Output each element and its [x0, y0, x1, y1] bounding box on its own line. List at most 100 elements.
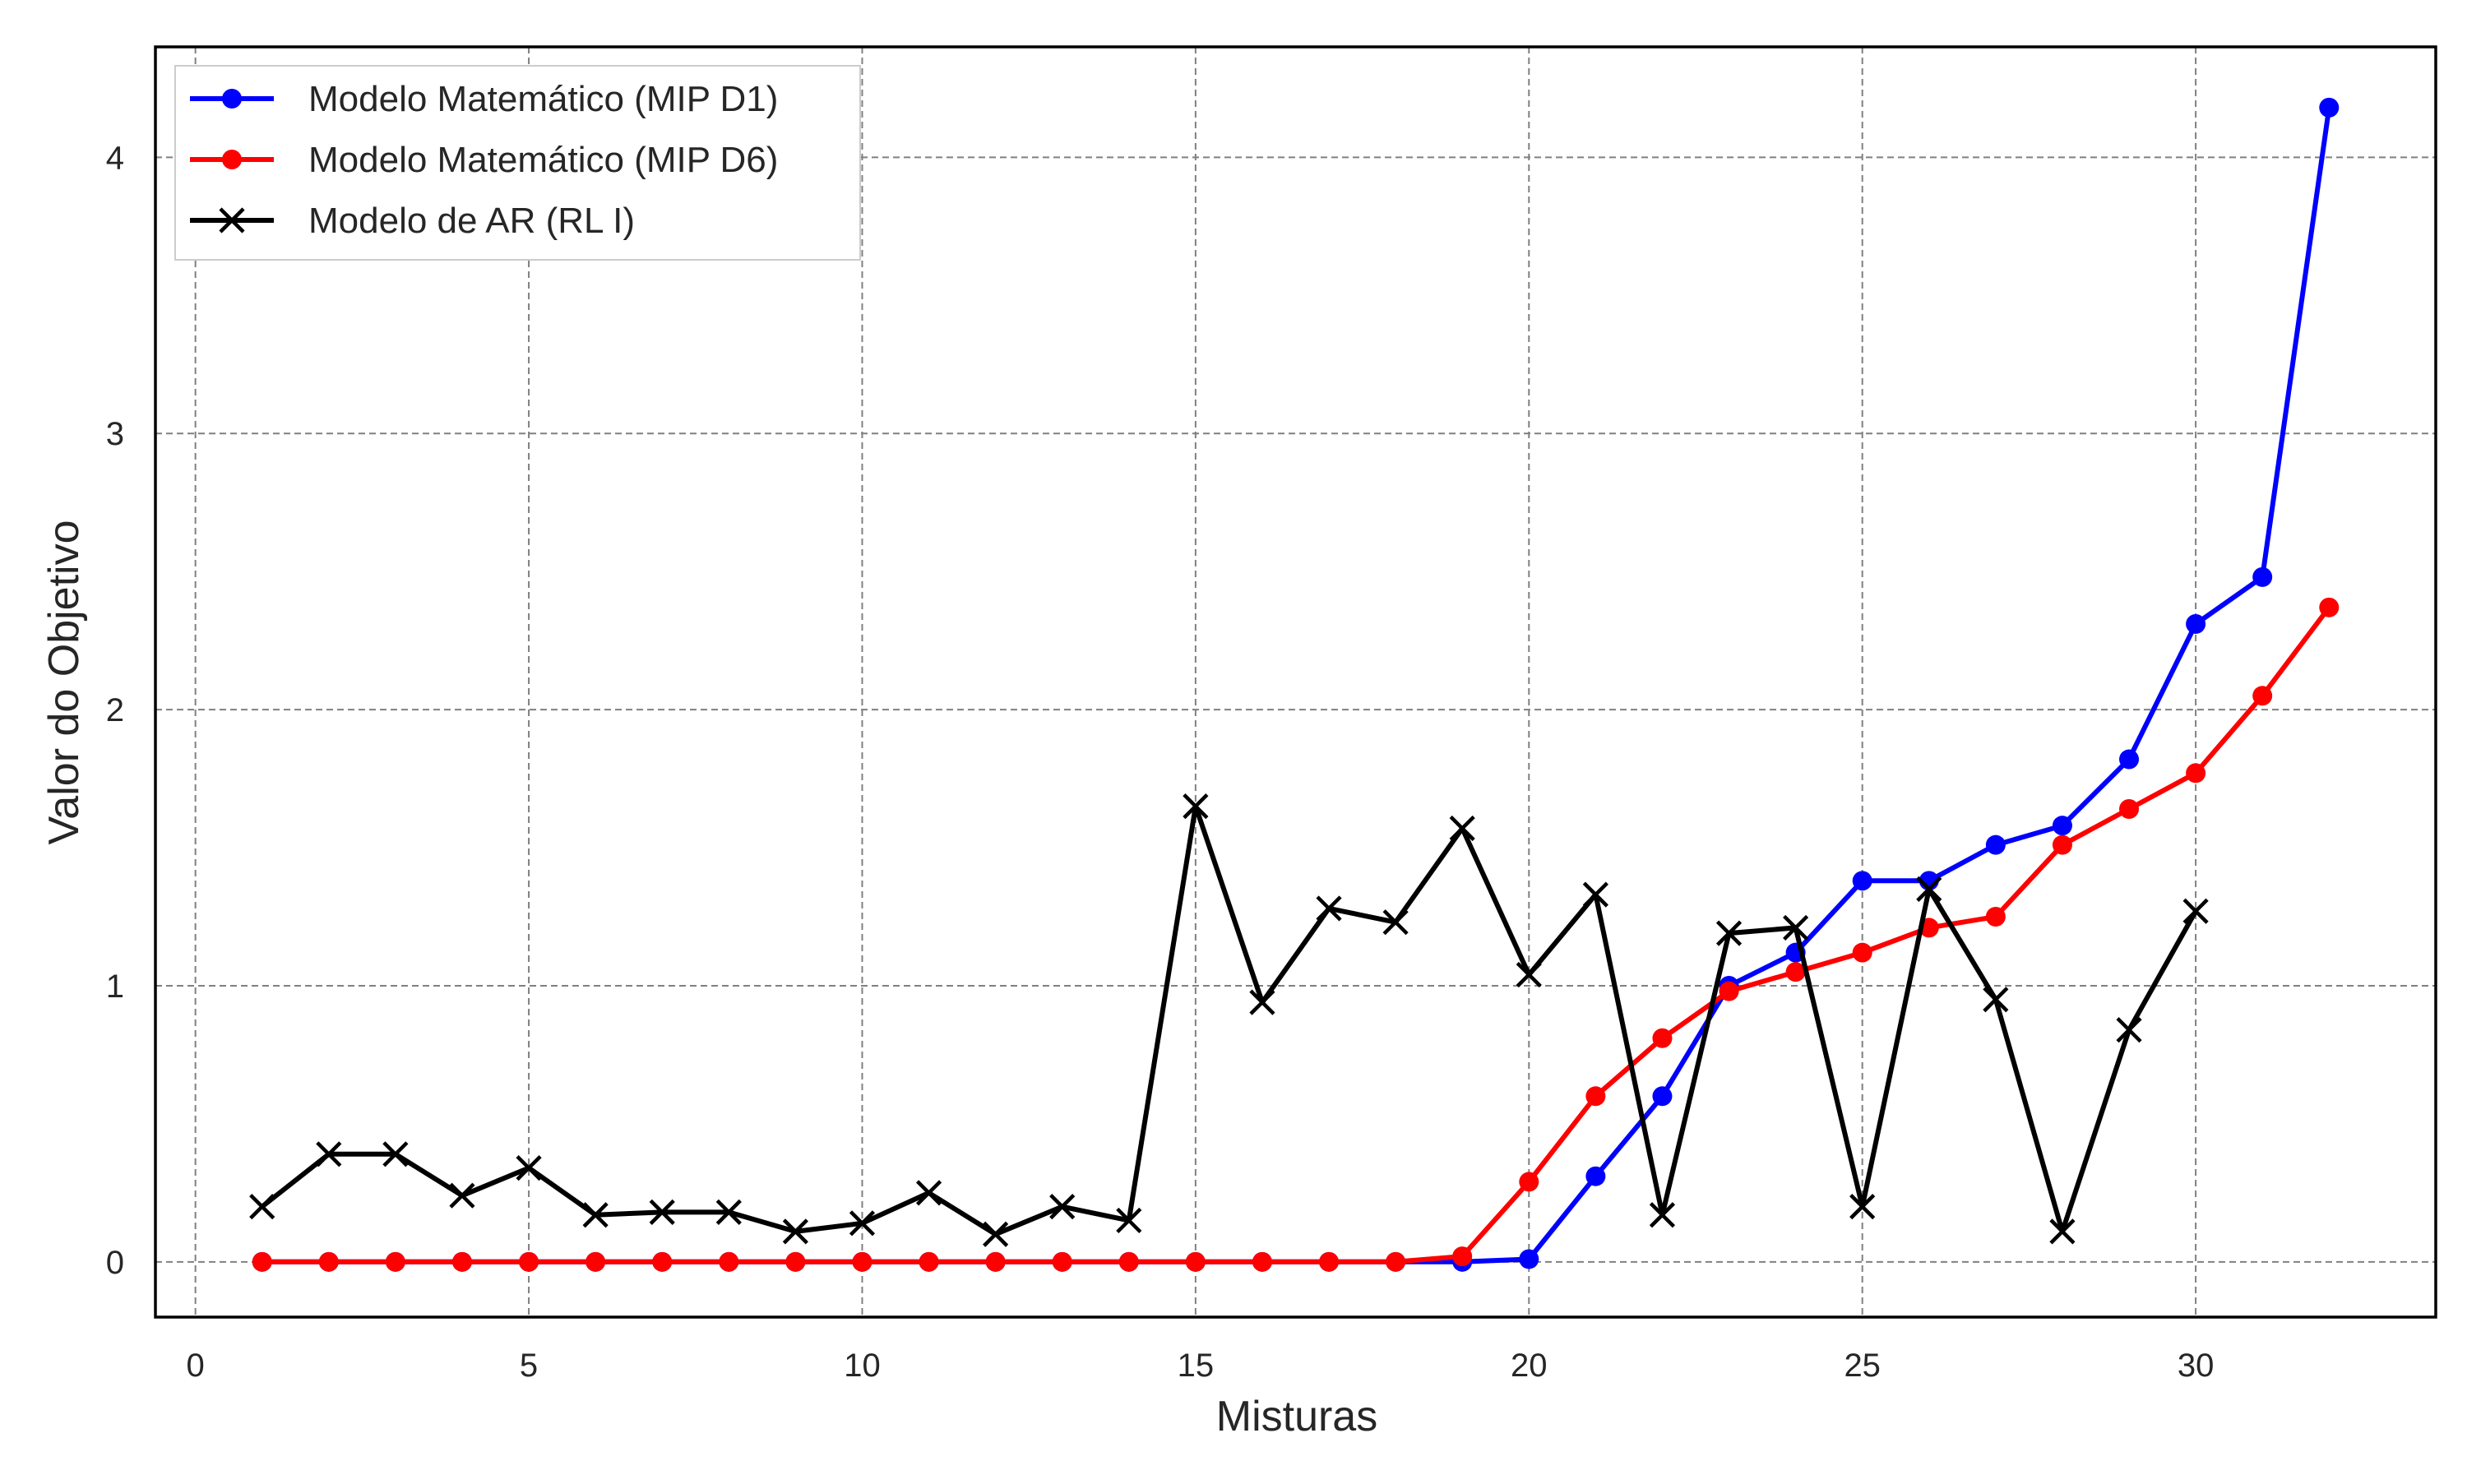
data-point-x-marker [915, 1180, 942, 1206]
data-point-x-marker [1049, 1194, 1076, 1220]
data-point-x-marker [1582, 881, 1608, 908]
data-point-x-marker [1983, 987, 2009, 1013]
data-point [1452, 1246, 1473, 1267]
data-point-x-marker [1916, 876, 1942, 902]
data-point [1185, 1251, 1206, 1272]
legend-label: Modelo Matemático (MIP D6) [308, 140, 778, 180]
data-point-x-marker [1183, 793, 1209, 820]
data-point [1252, 1251, 1272, 1272]
data-point [318, 1251, 339, 1272]
data-point-x-marker [1316, 895, 1342, 922]
data-point-x-marker [1783, 914, 1809, 941]
data-point [451, 1251, 472, 1272]
data-point-x-marker [2182, 898, 2209, 924]
legend: Modelo Matemático (MIP D1) Modelo Matemát… [174, 65, 861, 261]
x-tick-label: 15 [1178, 1348, 1215, 1384]
data-point [652, 1251, 673, 1272]
legend-label: Modelo de AR (RL I) [308, 201, 635, 241]
data-point-x-marker [983, 1221, 1009, 1247]
y-tick-label: 3 [106, 416, 124, 452]
data-point [385, 1251, 405, 1272]
data-point [222, 89, 242, 109]
x-tick-label: 20 [1511, 1348, 1548, 1384]
data-point [1386, 1251, 1406, 1272]
data-point [2252, 686, 2273, 706]
data-point-x-marker [1449, 815, 1475, 842]
data-point [1519, 1172, 1539, 1192]
data-point-x-marker [316, 1141, 342, 1167]
data-point [1785, 962, 1806, 982]
data-point [1319, 1251, 1340, 1272]
series-layer [249, 97, 2340, 1272]
data-point [519, 1251, 539, 1272]
data-point [1052, 1251, 1072, 1272]
x-tick-label: 30 [2178, 1348, 2215, 1384]
data-point [2052, 834, 2072, 855]
data-point [785, 1251, 806, 1272]
data-point-x-marker [219, 207, 245, 233]
data-point [2186, 613, 2206, 634]
y-tick-label: 2 [106, 692, 124, 728]
y-tick-label: 4 [106, 140, 124, 176]
legend-item: Modelo de AR (RL I) [190, 201, 635, 241]
data-point [2186, 763, 2206, 784]
data-point [1852, 942, 1872, 963]
x-tick-label: 0 [187, 1348, 205, 1384]
data-point [2252, 566, 2273, 587]
data-point [1585, 1086, 1606, 1107]
legend-item: Modelo Matemático (MIP D1) [190, 79, 778, 119]
data-point [2319, 97, 2340, 118]
data-point [2052, 816, 2072, 836]
data-point [1652, 1086, 1673, 1107]
data-point [586, 1251, 606, 1272]
data-point [252, 1251, 272, 1272]
tick-labels: 0 5 10 15 20 25 30 0 1 2 3 4 [106, 140, 2215, 1384]
data-point-x-marker [1249, 989, 1275, 1015]
data-point-x-marker [1116, 1207, 1142, 1234]
data-point-x-marker [249, 1194, 275, 1220]
data-point-x-marker [582, 1202, 609, 1228]
data-point [222, 150, 242, 169]
data-point [852, 1251, 872, 1272]
x-tick-label: 25 [1844, 1348, 1881, 1384]
legend-label: Modelo Matemático (MIP D1) [308, 79, 778, 119]
legend-box [174, 65, 861, 261]
data-point-x-marker [782, 1218, 808, 1245]
data-point [985, 1251, 1006, 1272]
y-axis-label: Valor do Objetivo [40, 520, 88, 844]
data-point [1652, 1028, 1673, 1048]
series-line [262, 605, 2331, 1264]
data-point [719, 1251, 739, 1272]
data-point [2119, 799, 2140, 819]
data-point [1519, 1249, 1539, 1269]
x-tick-label: 5 [520, 1348, 538, 1384]
data-point-x-marker [1849, 1194, 1876, 1220]
data-point-x-marker [1715, 920, 1743, 946]
data-point-x-marker [2116, 1017, 2142, 1043]
series-3 [249, 793, 2209, 1247]
data-point [919, 1251, 939, 1272]
x-axis-label: Misturas [1216, 1393, 1377, 1440]
data-point [1985, 834, 2006, 855]
data-point-x-marker [1516, 961, 1542, 988]
series-2 [252, 597, 2340, 1272]
data-point [2319, 597, 2340, 617]
data-point-x-marker [382, 1141, 409, 1167]
data-point-x-marker [1382, 909, 1409, 936]
y-tick-label: 0 [106, 1245, 124, 1281]
data-point-x-marker [2049, 1218, 2076, 1245]
x-tick-label: 10 [844, 1348, 881, 1384]
data-point [1852, 871, 1872, 891]
plot-frame [154, 45, 2437, 1319]
legend-item: Modelo Matemático (MIP D6) [190, 140, 778, 180]
data-point [1719, 981, 1739, 1001]
data-point-x-marker [649, 1199, 675, 1225]
y-tick-label: 1 [106, 969, 124, 1005]
data-point-x-marker [849, 1210, 876, 1237]
data-point [2119, 749, 2140, 770]
data-point-x-marker [1649, 1202, 1676, 1228]
data-point [1118, 1251, 1139, 1272]
data-point-x-marker [516, 1155, 542, 1181]
